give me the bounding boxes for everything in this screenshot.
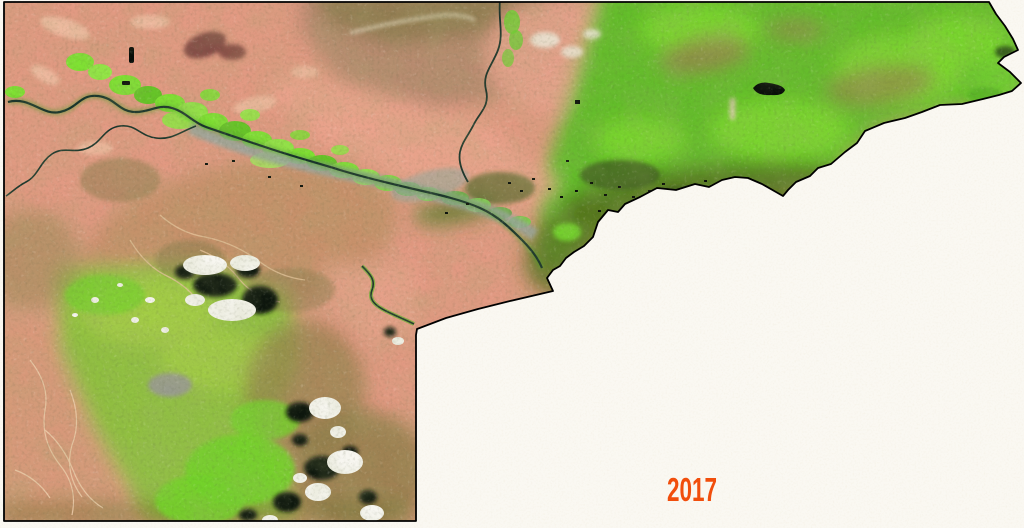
- scene-boundary-outline: [3, 1, 1022, 522]
- year-label: 2017: [667, 471, 717, 508]
